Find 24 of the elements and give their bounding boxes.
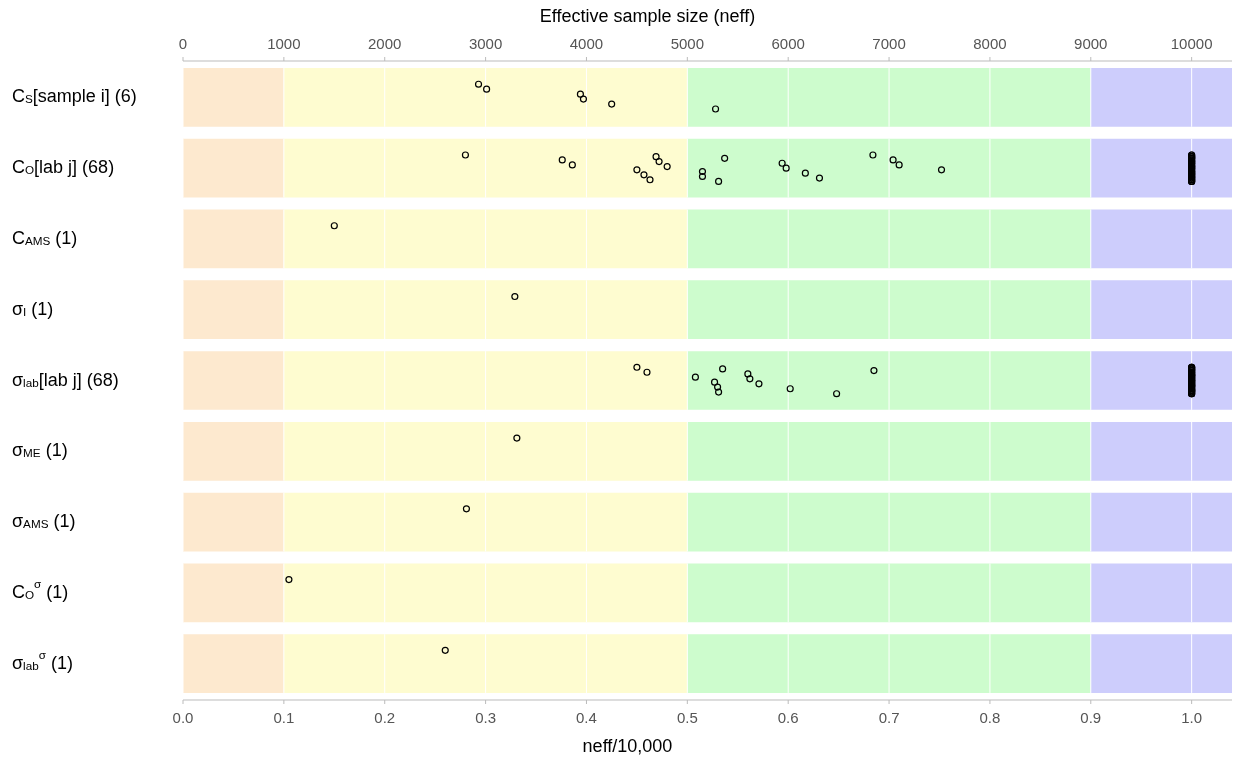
x2-tick-label: 9000 (1074, 35, 1108, 52)
x2-tick-label: 10000 (1170, 35, 1213, 52)
x2-tick-label: 4000 (569, 35, 604, 52)
x2-axis-title: Effective sample size (neff) (539, 6, 756, 26)
x-tick-label: 0.2 (374, 709, 396, 726)
x2-tick-label: 3000 (468, 35, 503, 52)
x-tick-label: 1.0 (1181, 709, 1203, 726)
x-tick-label: 0.4 (576, 709, 597, 726)
x-tick-label: 0.0 (172, 709, 194, 726)
x2-tick-label: 5000 (670, 35, 705, 52)
x-tick-label: 0.1 (273, 709, 295, 726)
x2-tick-label: 6000 (771, 35, 805, 52)
x-axis-title: neff/10,000 (582, 736, 673, 756)
x-tick-label: 0.6 (777, 709, 799, 726)
x2-tick-label: 1000 (267, 35, 301, 52)
x2-tick-label: 0 (178, 35, 188, 52)
x2-tick-label: 2000 (368, 35, 402, 52)
x-tick-label: 0.8 (979, 709, 1001, 726)
x-tick-label: 0.5 (676, 709, 698, 726)
x-tick-label: 0.7 (878, 709, 900, 726)
x2-tick-label: 8000 (973, 35, 1007, 52)
x-tick-label: 0.3 (475, 709, 497, 726)
x-tick-label: 0.9 (1080, 709, 1102, 726)
x2-tick-label: 7000 (872, 35, 906, 52)
